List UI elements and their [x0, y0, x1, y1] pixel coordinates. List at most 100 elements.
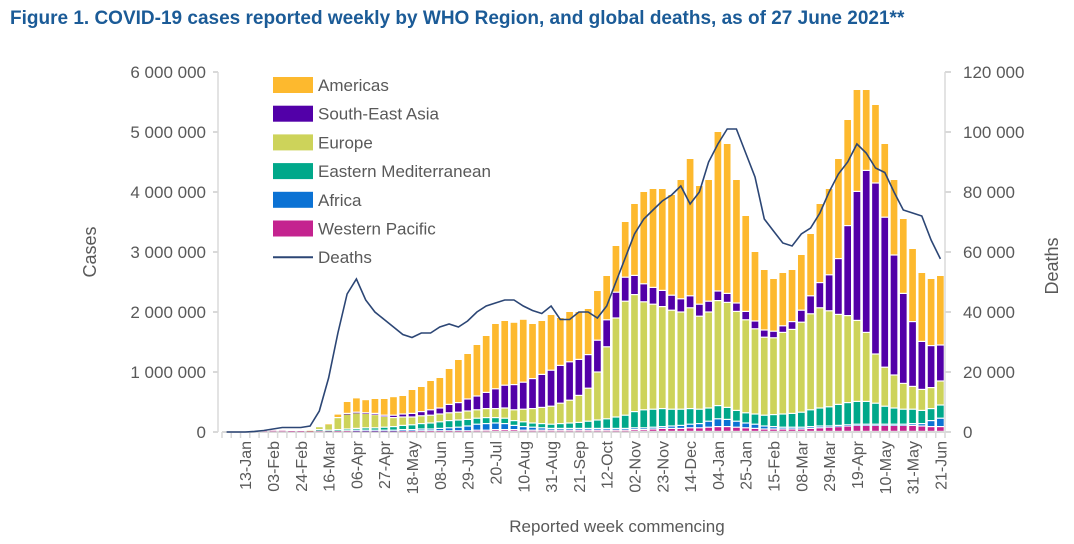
- bar-eastern-mediterranean: [390, 427, 397, 430]
- y-tick-label: 6 000 000: [130, 63, 206, 82]
- bar-europe: [909, 387, 916, 409]
- bar-eastern-mediterranean: [723, 408, 731, 419]
- bar-americas: [760, 270, 768, 330]
- bar-eastern-mediterranean: [927, 409, 935, 420]
- bar-eastern-mediterranean: [417, 424, 425, 429]
- legend-label: South-East Asia: [318, 105, 440, 124]
- bar-eastern-mediterranean: [668, 409, 675, 426]
- bar-americas: [853, 90, 861, 191]
- bar-south-east-asia: [371, 414, 379, 415]
- bar-south-east-asia: [547, 370, 555, 406]
- bar-western-pacific: [473, 430, 481, 432]
- bar-americas: [556, 318, 564, 365]
- bar-europe: [779, 333, 787, 414]
- bar-south-east-asia: [436, 408, 444, 414]
- legend-swatch: [273, 191, 313, 208]
- deaths-line: [226, 128, 942, 433]
- bar-americas: [649, 189, 657, 287]
- bar-africa: [807, 427, 814, 428]
- bar-africa: [742, 423, 750, 428]
- bar-americas: [631, 204, 638, 275]
- bar-eastern-mediterranean: [399, 426, 407, 429]
- bar-eastern-mediterranean: [714, 406, 722, 419]
- y2-tick-label: 100 000: [963, 123, 1024, 142]
- bar-africa: [853, 424, 861, 426]
- bar-europe: [640, 302, 648, 410]
- bar-americas: [733, 180, 740, 303]
- bar-europe: [492, 409, 499, 417]
- bar-south-east-asia: [927, 346, 935, 387]
- bar-eastern-mediterranean: [872, 403, 879, 424]
- bar-europe: [334, 418, 342, 429]
- bar-americas: [909, 249, 916, 321]
- bar-eastern-mediterranean: [733, 411, 740, 421]
- bar-south-east-asia: [380, 415, 388, 417]
- bar-americas: [380, 399, 388, 415]
- bar-americas: [797, 255, 805, 310]
- bar-africa: [594, 429, 601, 430]
- bar-south-east-asia: [816, 283, 824, 308]
- bar-americas: [353, 398, 360, 412]
- bar-western-pacific: [371, 431, 379, 432]
- bar-south-east-asia: [575, 360, 583, 395]
- bar-south-east-asia: [594, 340, 601, 372]
- bar-europe: [510, 410, 518, 420]
- bar-south-east-asia: [899, 294, 907, 383]
- bar-africa: [751, 424, 759, 428]
- x-tick-label: 04-Jan: [711, 441, 728, 490]
- bar-south-east-asia: [445, 405, 453, 413]
- bar-africa: [371, 430, 379, 432]
- bar-europe: [621, 301, 629, 415]
- bar-africa: [482, 424, 490, 430]
- bar-africa: [760, 426, 768, 429]
- bar-south-east-asia: [807, 296, 814, 314]
- bar-americas: [427, 381, 434, 410]
- bar-south-east-asia: [797, 310, 805, 322]
- bar-western-pacific: [455, 431, 462, 432]
- bar-europe: [603, 347, 611, 419]
- bar-americas: [464, 354, 471, 399]
- bar-europe: [455, 412, 462, 420]
- bar-europe: [872, 354, 879, 403]
- bar-western-pacific: [556, 430, 564, 432]
- bar-south-east-asia: [890, 255, 898, 375]
- bar-europe: [315, 427, 323, 429]
- bar-europe: [853, 321, 861, 401]
- bar-europe: [844, 316, 852, 402]
- bar-western-pacific: [566, 430, 573, 432]
- bar-western-pacific: [677, 429, 685, 431]
- bar-western-pacific: [594, 430, 601, 432]
- bar-americas: [816, 204, 824, 282]
- bar-south-east-asia: [770, 331, 777, 338]
- bar-europe: [325, 424, 332, 430]
- bar-south-east-asia: [668, 295, 675, 310]
- legend-label: Deaths: [318, 248, 372, 267]
- x-tick-label: 25-Jan: [739, 441, 756, 490]
- bar-south-east-asia: [417, 412, 425, 416]
- bar-americas: [742, 216, 750, 311]
- bar-eastern-mediterranean: [899, 409, 907, 424]
- bar-western-pacific: [603, 430, 611, 432]
- bar-south-east-asia: [362, 413, 370, 414]
- bar-europe: [881, 367, 889, 406]
- bar-south-east-asia: [677, 299, 685, 312]
- bar-western-pacific: [417, 431, 425, 432]
- bar-africa: [547, 429, 555, 430]
- bar-americas: [612, 246, 620, 292]
- bar-europe: [547, 406, 555, 424]
- bar-south-east-asia: [788, 322, 796, 329]
- bar-africa: [603, 429, 611, 430]
- bar-americas: [705, 180, 712, 301]
- bar-europe: [677, 312, 685, 409]
- bar-africa: [362, 430, 370, 432]
- bar-europe: [751, 329, 759, 414]
- bar-africa: [640, 428, 648, 429]
- x-tick-label: 29-Mar: [822, 440, 839, 491]
- bar-eastern-mediterranean: [464, 420, 471, 426]
- bar-europe: [788, 330, 796, 413]
- bar-americas: [844, 120, 852, 225]
- legend-label: Americas: [318, 76, 389, 95]
- bar-africa: [844, 425, 852, 426]
- bar-europe: [399, 417, 407, 425]
- bar-western-pacific: [751, 429, 759, 431]
